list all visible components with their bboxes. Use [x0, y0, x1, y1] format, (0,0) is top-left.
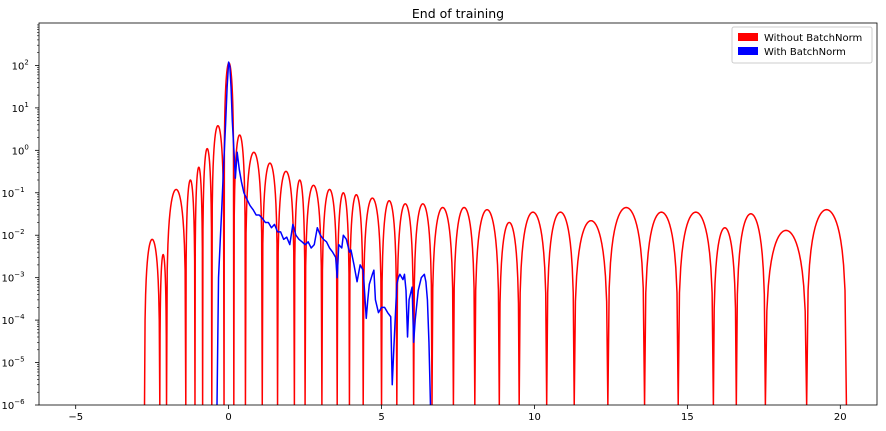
plot-area — [143, 61, 848, 405]
x-tick-label: 15 — [681, 412, 694, 423]
y-tick-label: 10−2 — [2, 228, 25, 242]
y-tick-label: 100 — [12, 143, 29, 157]
axes: −5 0 5 10 15 20 102 101 100 10−1 10−2 10−3 10−4 10−5 1… — [2, 22, 878, 423]
plot-frame — [38, 22, 878, 406]
y-tick-label: 10−6 — [2, 398, 26, 412]
legend-label: Without BatchNorm — [764, 33, 862, 44]
series-line-1 — [143, 62, 848, 405]
legend-swatch — [738, 33, 758, 41]
x-tick-label: 5 — [378, 412, 384, 423]
y-tick-label: 102 — [12, 58, 29, 72]
chart-title: End of training — [412, 6, 504, 21]
legend-box — [731, 26, 873, 64]
x-tick-label: −5 — [68, 412, 83, 423]
y-tick-label: 10−5 — [2, 356, 25, 370]
y-tick-label: 10−3 — [2, 271, 25, 285]
x-tick-label: 20 — [834, 412, 847, 423]
y-tick-label: 10−4 — [2, 313, 26, 327]
y-tick-label: 10−1 — [2, 186, 25, 200]
series-line-2 — [216, 61, 432, 405]
legend-swatch — [738, 47, 758, 55]
chart-legend: Without BatchNorm With BatchNorm — [731, 26, 873, 64]
x-tick-label: 10 — [528, 412, 541, 423]
x-tick-label: 0 — [225, 412, 231, 423]
y-tick-label: 101 — [12, 101, 29, 115]
legend-label: With BatchNorm — [764, 47, 846, 58]
